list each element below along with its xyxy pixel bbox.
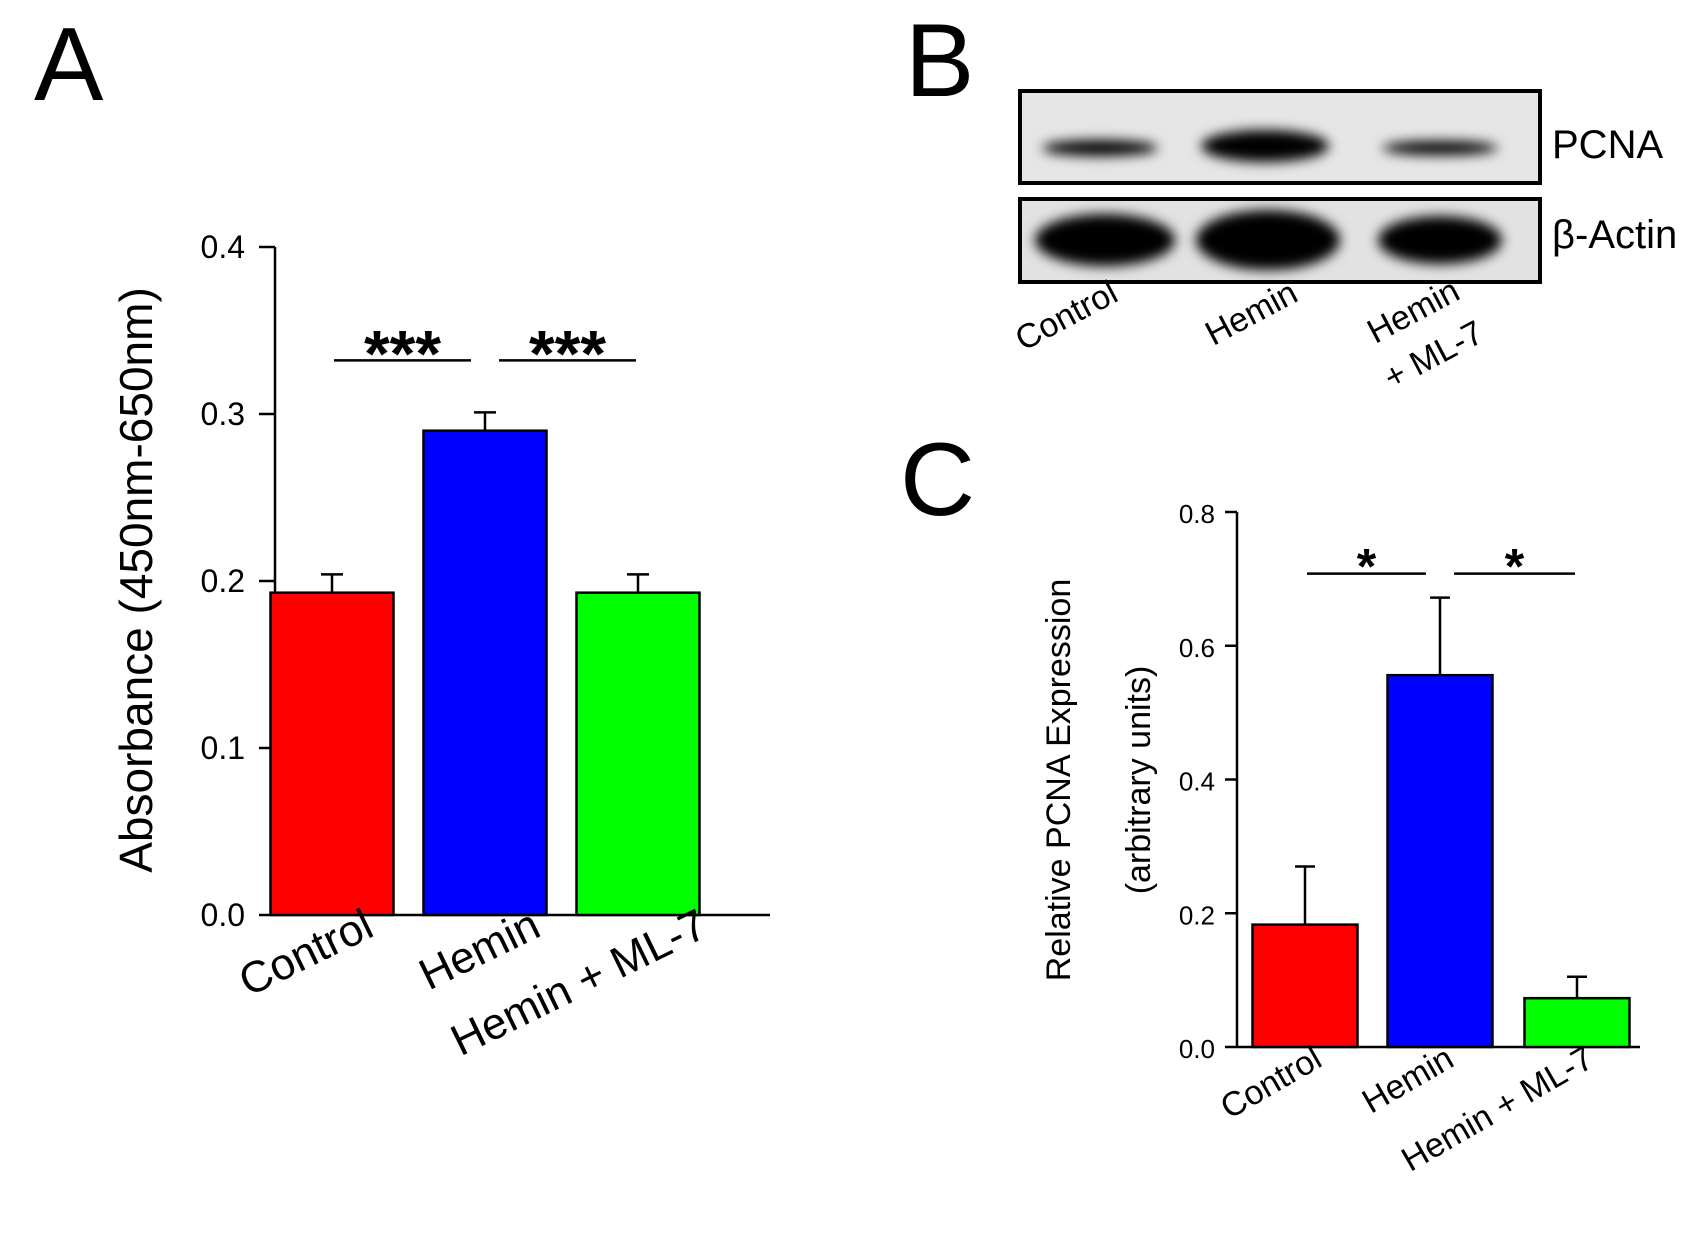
chart-a-error-bars: [321, 411, 649, 593]
lane-label-hemin: Hemin: [1199, 274, 1304, 354]
chart-a-tick-label-2: 0.2: [201, 563, 245, 599]
chart-c-category-control: Control: [1214, 1039, 1328, 1127]
chart-a-tick-label-4: 0.4: [201, 229, 245, 265]
chart-a-tick-label-0: 0.0: [201, 897, 245, 933]
chart-c-category-hemin: Hemin: [1356, 1039, 1460, 1121]
chart-a-sig-label-2: ***: [529, 316, 606, 390]
chart-a-bar-2: [575, 591, 701, 917]
chart-c-tick-label-3: 0.6: [1179, 633, 1215, 663]
actin-band-hemin-ml7: [1378, 216, 1502, 264]
pcna-band-hemin: [1201, 130, 1329, 162]
chart-c-ticks: 0.0 0.2 0.4 0.6 0.8: [1179, 499, 1237, 1064]
panel-letter-b: B: [905, 3, 974, 119]
actin-band-hemin: [1196, 210, 1340, 270]
chart-a-y-axis-label: Absorbance (450nm-650nm): [110, 287, 162, 873]
chart-c-category-labels: Control Hemin Hemin + ML-7: [1214, 1039, 1600, 1179]
chart-a-ticks: 0.0 0.1 0.2 0.3 0.4: [201, 229, 275, 933]
chart-a: 0.0 0.1 0.2 0.3 0.4 *** *** Control Hemin He…: [110, 229, 770, 1066]
chart-a-bars: [269, 429, 701, 917]
chart-a-tick-label-3: 0.3: [201, 396, 245, 432]
chart-c-tick-label-1: 0.2: [1179, 900, 1215, 930]
blot-bands: [1035, 130, 1502, 270]
chart-c-y-axis-label-line1: Relative PCNA Expression: [1040, 579, 1078, 982]
chart-c-bar-2: [1523, 996, 1631, 1049]
chart-a-bar-0: [269, 591, 395, 917]
chart-a-sig-label-1: ***: [364, 316, 441, 390]
lane-label-control: Control: [1009, 274, 1124, 359]
blot-label-pcna: PCNA: [1552, 123, 1663, 167]
chart-a-significance: *** ***: [334, 316, 636, 390]
actin-band-control: [1035, 214, 1175, 266]
chart-c-bar-0: [1251, 923, 1359, 1049]
chart-c-y-axis-label-line2: (arbitrary units): [1120, 666, 1158, 895]
panel-letter-c: C: [900, 422, 975, 538]
chart-c-tick-label-4: 0.8: [1179, 499, 1215, 529]
chart-c: 0.0 0.2 0.4 0.6 0.8 * * Control Hemin Hemin …: [1040, 499, 1640, 1179]
pcna-band-hemin-ml7: [1382, 141, 1498, 155]
chart-a-bar-1: [422, 429, 548, 917]
chart-c-sig-label-2: *: [1505, 539, 1525, 595]
chart-c-sig-label-1: *: [1357, 539, 1377, 595]
western-blot: PCNA β-Actin Control Hemin Hemin + ML-7: [1009, 89, 1677, 397]
chart-c-tick-label-0: 0.0: [1179, 1034, 1215, 1064]
chart-a-tick-label-1: 0.1: [201, 730, 245, 766]
pcna-band-control: [1042, 140, 1158, 156]
chart-c-bars: [1251, 673, 1631, 1049]
chart-c-tick-label-2: 0.4: [1179, 767, 1215, 797]
panel-letter-a: A: [34, 7, 104, 123]
blot-label-actin: β-Actin: [1552, 213, 1677, 257]
chart-a-category-labels: Control Hemin Hemin + ML-7: [231, 900, 714, 1066]
chart-c-significance: * *: [1307, 539, 1575, 595]
chart-c-bar-1: [1386, 673, 1494, 1049]
chart-c-error-bars: [1295, 596, 1587, 999]
